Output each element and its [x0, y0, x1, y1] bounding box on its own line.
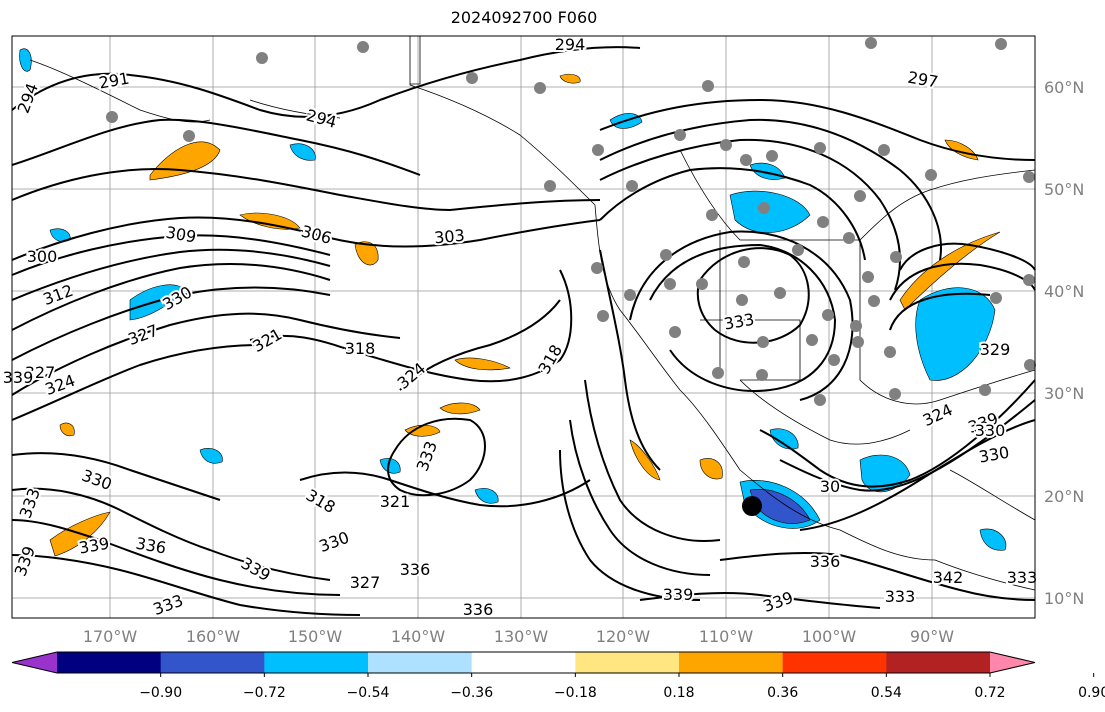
shaded-regions	[19, 48, 1007, 557]
colorbar-segment	[160, 652, 265, 673]
contour-label: 303	[433, 226, 465, 248]
lon-label: 160°W	[186, 627, 241, 646]
contour-label: 339	[77, 534, 110, 558]
lon-label: 140°W	[391, 627, 446, 646]
colorbar-tick-label: −0.54	[347, 685, 390, 701]
colorbar-extend-high	[990, 652, 1035, 673]
lon-label: 170°W	[83, 627, 138, 646]
contour-label: 300	[27, 247, 58, 266]
lat-label: 30°N	[1044, 384, 1084, 403]
lon-label: 90°W	[910, 627, 954, 646]
colorbar-tick-label: −0.72	[243, 685, 286, 701]
contour-label: 333	[1007, 568, 1038, 587]
contour-label: 294	[555, 35, 586, 54]
contour-label: 336	[134, 534, 167, 558]
colorbar: −0.90 −0.72 −0.54 −0.36 −0.18 0.18 0.36 0.54 0.7…	[11, 651, 1105, 701]
contour-label: 336	[463, 600, 494, 619]
map-area	[12, 36, 1035, 618]
lat-label: 50°N	[1044, 180, 1084, 199]
colorbar-extend-low	[12, 652, 57, 673]
lon-label: 110°W	[699, 627, 754, 646]
contour-label: 336	[810, 552, 841, 571]
lat-label: 20°N	[1044, 487, 1084, 506]
colorbar-tick-label: −0.18	[554, 685, 597, 701]
latitude-labels: 60°N 50°N 40°N 30°N 20°N 10°N	[1044, 78, 1084, 608]
lat-label: 60°N	[1044, 78, 1084, 97]
contour-label: 339	[3, 368, 34, 387]
contour-label: 339	[663, 585, 694, 604]
colorbar-tick-label: 0.90	[1078, 685, 1105, 701]
colorbar-segment	[886, 652, 991, 673]
contour-label: 329	[980, 340, 1011, 359]
colorbar-segment	[57, 652, 162, 673]
colorbar-outline	[11, 651, 1036, 674]
lat-label: 10°N	[1044, 589, 1084, 608]
contour-label: 30	[820, 477, 840, 496]
contour-label: 321	[380, 492, 411, 511]
lon-label: 120°W	[596, 627, 651, 646]
longitude-labels: 170°W 160°W 150°W 140°W 130°W 120°W 110°W 100°W…	[83, 627, 954, 646]
lon-label: 130°W	[494, 627, 549, 646]
contour-label: 327	[350, 573, 381, 592]
contour-label: 297	[906, 68, 939, 92]
graticule	[12, 36, 1035, 618]
colorbar-tick-label: 0.36	[767, 685, 798, 701]
colorbar-segment	[679, 652, 784, 673]
contour-label: 342	[933, 568, 964, 587]
colorbar-tick-label: 0.54	[871, 685, 902, 701]
highlight-marker	[742, 496, 762, 516]
contour-label: 330	[975, 421, 1006, 440]
colorbar-tick-label: −0.36	[450, 685, 493, 701]
colorbar-tick-label: 0.18	[663, 685, 694, 701]
station-markers	[106, 37, 1036, 406]
colorbar-segment	[471, 652, 576, 673]
lon-label: 100°W	[802, 627, 857, 646]
colorbar-segment	[782, 652, 887, 673]
lon-label: 150°W	[288, 627, 343, 646]
contour-lines	[11, 46, 1036, 616]
contour-label: 333	[885, 587, 916, 606]
contour-label: 318	[345, 339, 376, 358]
colorbar-tick-label: −0.90	[139, 685, 182, 701]
map-title: 2024092700 F060	[450, 8, 598, 27]
colorbar-segment	[575, 652, 680, 673]
contour-label: 327	[25, 363, 56, 382]
lat-label: 40°N	[1044, 282, 1084, 301]
colorbar-tick-label: 0.72	[974, 685, 1005, 701]
colorbar-segment	[368, 652, 473, 673]
contour-label: 336	[400, 560, 431, 579]
map-frame	[11, 35, 1036, 619]
colorbar-segment	[264, 652, 369, 673]
